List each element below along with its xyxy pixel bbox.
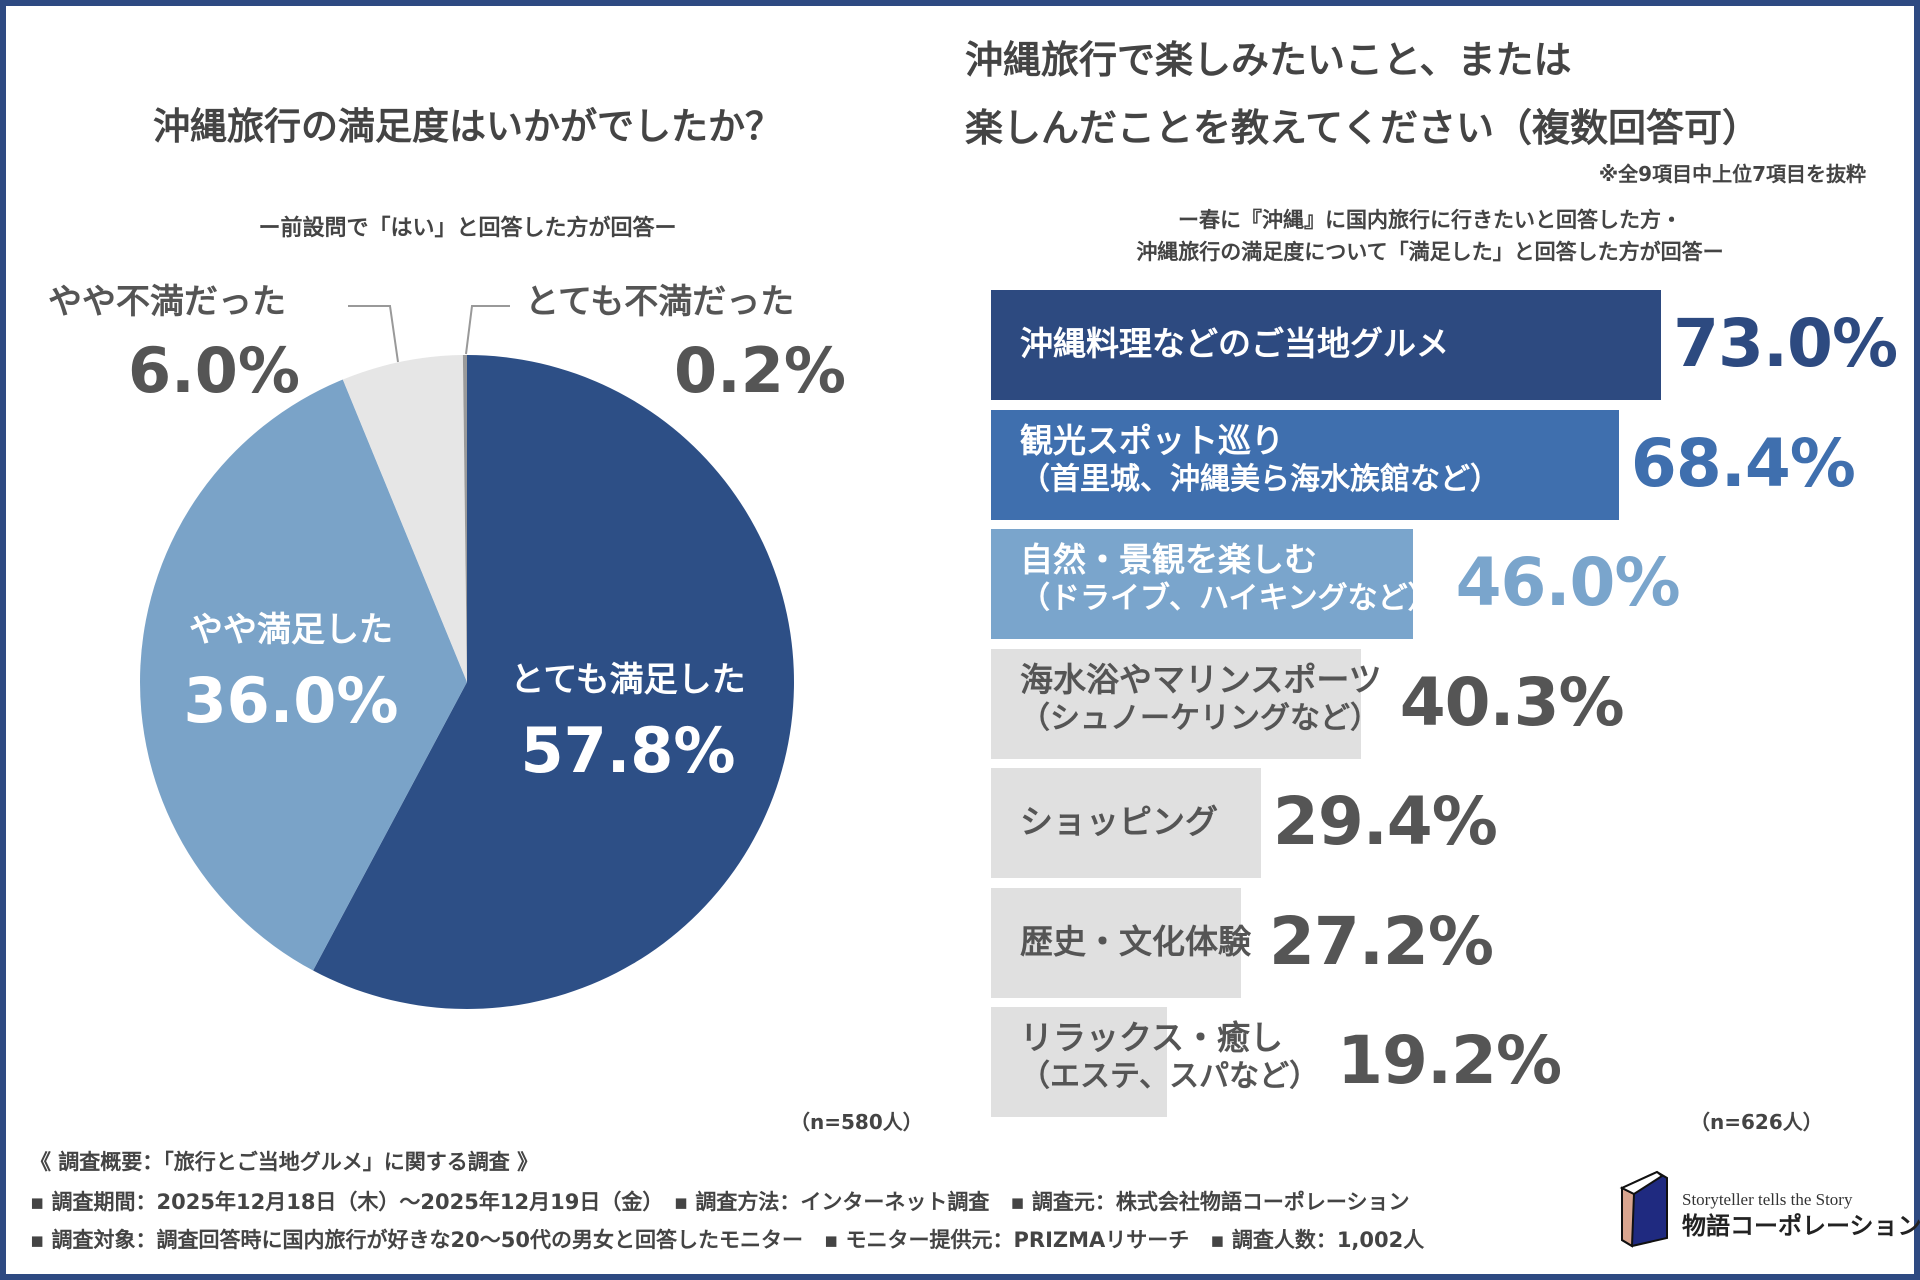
leader-line-very-dissatisfied [465,305,510,355]
right-title-line2: 楽しんだことを教えてください（複数回答可） [965,106,1760,150]
bar-value-label: 40.3% [1399,663,1625,741]
bar-1 [991,409,1619,520]
pie-value-slightly-dissatisfied: 6.0% [128,334,300,407]
pie-label-very-satisfied: とても満足した [510,660,746,700]
bar-value-label: 73.0% [1673,305,1898,382]
pie-slice-1 [139,379,468,971]
right-subtitle-line1: ー春に『沖縄』に国内旅行に行きたいと回答した方・ [1178,208,1682,232]
left-subtitle: ー前設問で「はい」と回答した方が回答ー [258,216,677,241]
right-subtitle-line2: 沖縄旅行の満足度について「満足した」と回答した方が回答ー [1136,240,1724,264]
bar-value-label: 68.4% [1630,424,1856,502]
bar-5 [991,887,1241,998]
right-note: ※全9項目中上位7項目を抜粋 [1598,162,1866,186]
bar-category-line2: （首里城、沖縄美ら海水族館など） [1020,461,1500,497]
bar-category-label: 歴史・文化体験 [1020,921,1251,962]
bar-value-label: 27.2% [1269,902,1494,980]
footer-line1: ▪ 調査期間：2025年12月18日（木）～2025年12月19日（金） ▪ 調… [30,1190,1410,1214]
bar-6 [991,1007,1168,1117]
right-title-line1: 沖縄旅行で楽しみたいこと、または [965,38,1572,82]
bar-category-line1: 自然・景観を楽しむ [1020,540,1317,579]
left-title: 沖縄旅行の満足度はいかがでしたか？ [153,105,782,148]
pie-slice-2 [342,355,467,682]
logo-tagline: Storyteller tells the Story [1682,1190,1853,1209]
bar-category-line1: 海水浴やマリンスポーツ [1020,659,1382,699]
bar-category-label: 海水浴やマリンスポーツ （シュノーケリングなど） [1020,659,1382,738]
bar-category-label: 観光スポット巡り （首里城、沖縄美ら海水族館など） [1020,420,1500,499]
bar-category-line1: リラックス・癒し [1020,1018,1284,1057]
right-sample-size: （n=626人） [1690,1110,1823,1134]
bar-0 [991,290,1662,400]
pie-label-very-dissatisfied: とても不満だった [525,282,795,322]
bar-category-label: ショッピング [1020,801,1218,842]
bar-category-line1: ショッピング [1020,802,1218,841]
bar-category-line2: （エステ、スパなど） [1020,1059,1320,1095]
pie-label-slightly-satisfied: やや満足した [189,610,393,650]
pie-slice-0 [313,355,795,1010]
footer-line2: ▪ 調査対象：調査回答時に国内旅行が好きな20～50代の男女と回答したモニター … [30,1228,1425,1252]
pie-slice-3 [462,355,467,682]
footer-heading: 《 調査概要：「旅行とご当地グルメ」に関する調査 》 [30,1150,539,1174]
book-icon [1619,1170,1668,1248]
bar-category-label: 沖縄料理などのご当地グルメ [1020,323,1449,364]
bar-category-line2: （シュノーケリングなど） [1020,700,1380,736]
pie-label-slightly-dissatisfied: やや不満だった [48,282,286,322]
pie-value-very-satisfied: 57.8% [520,714,736,787]
bar-category-line1: 観光スポット巡り [1020,420,1284,460]
logo-name: 物語コーポレーション [1682,1212,1920,1240]
bar-category-line2: （ドライブ、ハイキングなど） [1020,581,1438,617]
leader-line-slightly-dissatisfied [348,305,399,363]
bar-category-label: リラックス・癒し （エステ、スパなど） [1020,1017,1319,1096]
bar-category-line1: 沖縄料理などのご当地グルメ [1020,324,1449,363]
bar-2 [991,529,1414,639]
bar-value-label: 29.4% [1272,783,1498,860]
bar-value-label: 19.2% [1337,1022,1562,1099]
bar-category-line1: 歴史・文化体験 [1020,921,1251,961]
bar-3 [991,648,1361,759]
bar-4 [991,768,1261,878]
pie-value-very-dissatisfied: 0.2% [674,334,846,407]
left-sample-size: （n=580人） [790,1110,923,1134]
bar-category-label: 自然・景観を楽しむ （ドライブ、ハイキングなど） [1020,539,1438,618]
bar-value-label: 46.0% [1455,544,1681,621]
pie-value-slightly-satisfied: 36.0% [183,664,399,737]
